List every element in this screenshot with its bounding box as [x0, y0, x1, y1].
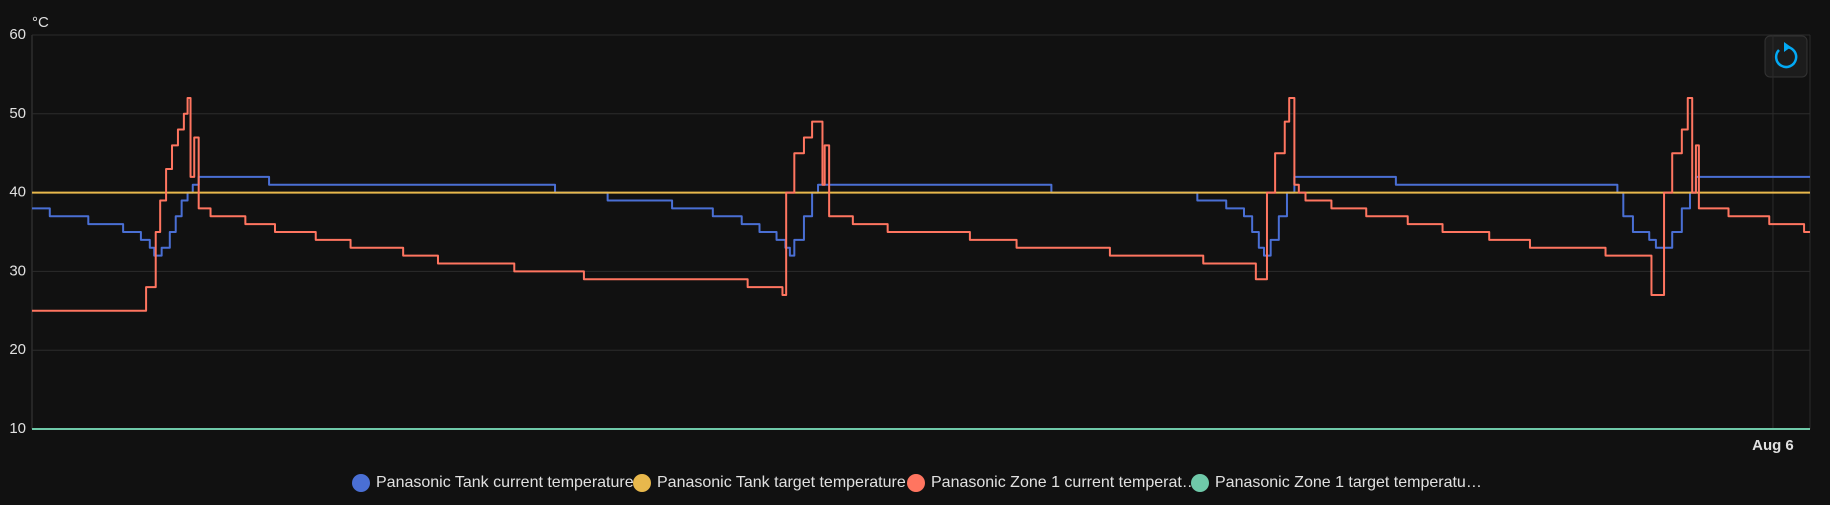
y-tick-label: 50 [9, 105, 26, 122]
legend-item: Panasonic Zone 1 current temperat… [907, 474, 1198, 492]
legend-item: Panasonic Tank current temperature [352, 474, 634, 492]
legend-swatch [352, 474, 370, 492]
x-tick-label: Aug 6 [1752, 437, 1794, 454]
y-axis-unit: °C [32, 14, 49, 31]
y-tick-label: 60 [9, 26, 26, 43]
y-tick-label: 40 [9, 184, 26, 201]
legend-swatch [907, 474, 925, 492]
legend-label: Panasonic Tank current temperature [376, 474, 634, 491]
y-tick-label: 10 [9, 420, 26, 437]
series-line [32, 175, 1810, 257]
legend-label: Panasonic Tank target temperature [657, 474, 906, 491]
series-line [32, 97, 1810, 312]
legend-swatch [1191, 474, 1209, 492]
refresh-icon-arrow[interactable] [1784, 42, 1791, 52]
refresh-button-bg[interactable] [1764, 35, 1808, 78]
y-tick-label: 30 [9, 262, 26, 279]
legend-label: Panasonic Zone 1 target temperatu… [1215, 474, 1482, 491]
legend-swatch [633, 474, 651, 492]
refresh-button[interactable] [1764, 35, 1808, 78]
refresh-icon[interactable] [1774, 45, 1798, 69]
legend-item: Panasonic Zone 1 target temperatu… [1191, 474, 1482, 492]
legend-label: Panasonic Zone 1 current temperat… [931, 474, 1198, 491]
y-tick-label: 20 [9, 341, 26, 358]
legend-item: Panasonic Tank target temperature [633, 474, 906, 492]
